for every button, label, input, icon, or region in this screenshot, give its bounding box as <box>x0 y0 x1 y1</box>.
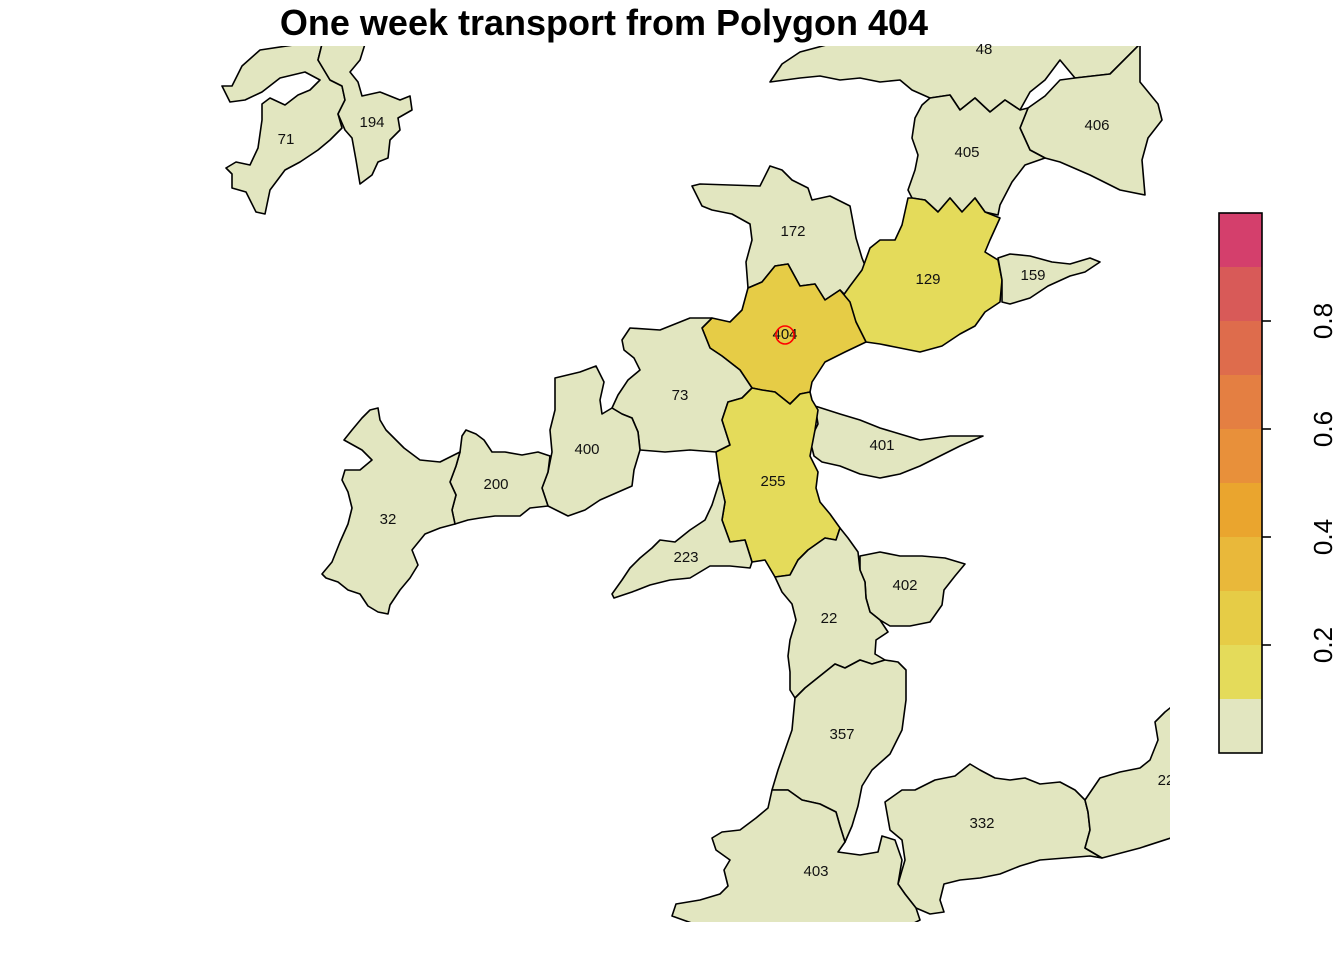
polygon-label-edge: 22 <box>1158 772 1175 789</box>
polygon-label-200: 200 <box>483 476 508 493</box>
legend-tick-label-2: 0.6 <box>1308 411 1338 447</box>
legend-frame <box>1218 212 1263 754</box>
polygon-labels: 48 406 405 71 194 172 129 159 404 73 400… <box>278 41 1175 880</box>
polygon-label-255: 255 <box>760 473 785 490</box>
legend-swatch-4 <box>1219 483 1262 537</box>
map-title: One week transport from Polygon 404 <box>279 2 929 43</box>
legend-swatch-2 <box>1219 591 1262 645</box>
polygon-32[interactable] <box>321 407 461 615</box>
polygon-label-32: 32 <box>380 511 397 528</box>
legend-swatch-1 <box>1219 645 1262 699</box>
polygon-label-401: 401 <box>869 437 894 454</box>
legend-swatch-7 <box>1219 321 1262 375</box>
polygon-label-48: 48 <box>976 41 993 58</box>
source-marker-icon <box>775 325 795 345</box>
polygon-159[interactable] <box>997 253 1101 305</box>
polygon-label-405: 405 <box>954 144 979 161</box>
polygon-403[interactable] <box>671 789 921 934</box>
legend-swatch-0 <box>1219 699 1262 753</box>
polygon-label-357: 357 <box>829 726 854 743</box>
polygon-label-71: 71 <box>278 131 295 148</box>
legend-swatch-8 <box>1219 267 1262 321</box>
color-legend: 0.2 0.4 0.6 0.8 <box>1218 212 1338 754</box>
legend-tick-label-1: 0.4 <box>1308 519 1338 555</box>
legend-tick-label-0: 0.2 <box>1308 627 1338 663</box>
polygon-22[interactable] <box>774 527 889 699</box>
polygon-label-172: 172 <box>780 223 805 240</box>
polygon-332[interactable] <box>884 763 1103 915</box>
polygon-129[interactable] <box>839 197 1003 353</box>
polygon-label-400: 400 <box>574 441 599 458</box>
polygon-223[interactable] <box>611 479 753 599</box>
polygon-405[interactable] <box>907 94 1046 216</box>
polygon-label-129: 129 <box>915 271 940 288</box>
polygon-layer <box>221 30 1180 934</box>
polygon-label-73: 73 <box>672 387 689 404</box>
legend-swatch-9 <box>1219 213 1262 267</box>
polygon-label-194: 194 <box>359 114 384 131</box>
polygon-194[interactable] <box>317 44 413 185</box>
polygon-label-159: 159 <box>1020 267 1045 284</box>
polygon-label-22: 22 <box>821 610 838 627</box>
polygon-73[interactable] <box>611 317 753 453</box>
polygon-401[interactable] <box>809 405 984 479</box>
legend-swatch-3 <box>1219 537 1262 591</box>
legend-swatch-5 <box>1219 429 1262 483</box>
polygon-label-404: 404 <box>772 326 797 343</box>
polygon-label-223: 223 <box>673 549 698 566</box>
polygon-edge-right[interactable] <box>1084 704 1180 859</box>
polygon-label-332: 332 <box>969 815 994 832</box>
polygon-48[interactable] <box>769 30 1140 113</box>
polygon-label-403: 403 <box>803 863 828 880</box>
legend-swatch-6 <box>1219 375 1262 429</box>
polygon-label-402: 402 <box>892 577 917 594</box>
legend-tick-label-3: 0.8 <box>1308 303 1338 339</box>
polygon-label-406: 406 <box>1084 117 1109 134</box>
